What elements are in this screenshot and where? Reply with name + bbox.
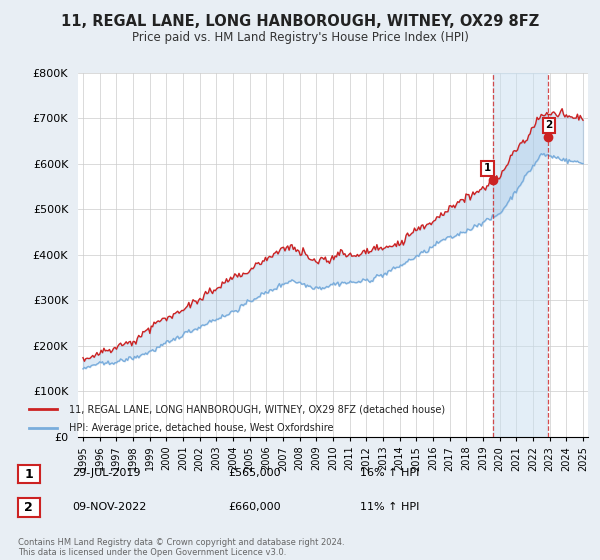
Text: £565,000: £565,000 (228, 468, 281, 478)
Text: Contains HM Land Registry data © Crown copyright and database right 2024.
This d: Contains HM Land Registry data © Crown c… (18, 538, 344, 557)
Text: 1: 1 (484, 164, 491, 174)
Text: 1: 1 (25, 468, 33, 480)
Bar (493, 73, 547, 437)
Text: 09-NOV-2022: 09-NOV-2022 (72, 502, 146, 512)
Text: Price paid vs. HM Land Registry's House Price Index (HPI): Price paid vs. HM Land Registry's House … (131, 31, 469, 44)
Text: 11% ↑ HPI: 11% ↑ HPI (360, 502, 419, 512)
Text: 2: 2 (25, 501, 33, 514)
Text: 29-JUL-2019: 29-JUL-2019 (72, 468, 140, 478)
Text: 11, REGAL LANE, LONG HANBOROUGH, WITNEY, OX29 8FZ (detached house): 11, REGAL LANE, LONG HANBOROUGH, WITNEY,… (69, 404, 445, 414)
Text: 2: 2 (545, 120, 553, 130)
Text: 16% ↑ HPI: 16% ↑ HPI (360, 468, 419, 478)
Text: £660,000: £660,000 (228, 502, 281, 512)
Text: 11, REGAL LANE, LONG HANBOROUGH, WITNEY, OX29 8FZ: 11, REGAL LANE, LONG HANBOROUGH, WITNEY,… (61, 14, 539, 29)
Text: HPI: Average price, detached house, West Oxfordshire: HPI: Average price, detached house, West… (69, 423, 333, 433)
